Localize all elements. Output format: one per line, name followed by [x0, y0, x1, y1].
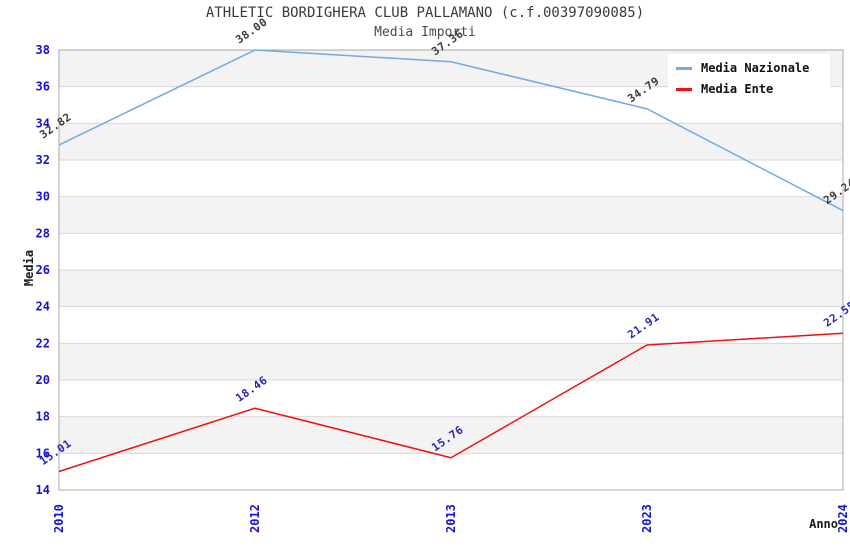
plot-band	[59, 123, 843, 160]
plot-band	[59, 233, 843, 270]
x-axis-title: Anno	[809, 517, 838, 531]
plot-band	[59, 306, 843, 344]
legend-label: Media Ente	[701, 82, 774, 96]
x-tick-label: 2023	[640, 504, 654, 533]
y-tick-label: 18	[36, 410, 50, 424]
legend-swatch-media-ente	[676, 87, 692, 91]
plot-band	[59, 196, 843, 234]
legend-label: Media Nazionale	[701, 61, 810, 75]
plot-band	[59, 380, 843, 417]
data-label-media-nazionale: 38.00	[233, 15, 270, 46]
plot-band	[59, 160, 843, 197]
y-tick-label: 14	[36, 483, 50, 497]
legend-swatch-media-nazionale	[676, 66, 692, 70]
y-tick-label: 30	[36, 190, 50, 204]
y-tick-label: 36	[36, 80, 50, 94]
y-tick-label: 26	[36, 263, 50, 277]
series-line-media-nazionale	[58, 49, 844, 212]
series-line-media-ente	[58, 332, 844, 473]
plot-band	[59, 270, 843, 307]
y-tick-label: 38	[36, 43, 50, 57]
x-tick-label: 2010	[52, 504, 66, 533]
x-tick-label: 2013	[444, 504, 458, 533]
y-tick-label: 22	[36, 336, 50, 350]
y-tick-label: 24	[36, 300, 50, 314]
y-tick-label: 34	[36, 116, 50, 130]
plot-band	[59, 343, 843, 380]
x-tick-label: 2024	[836, 504, 850, 533]
legend: Media Nazionale Media Ente	[668, 54, 830, 103]
y-tick-label: 20	[36, 373, 50, 387]
y-tick-label: 16	[36, 446, 50, 460]
legend-item-media-nazionale: Media Nazionale	[676, 61, 822, 75]
plot-band	[59, 416, 843, 454]
x-tick-label: 2012	[248, 504, 262, 533]
y-tick-label: 32	[36, 153, 50, 167]
legend-item-media-ente: Media Ente	[676, 82, 822, 96]
y-tick-label: 28	[36, 226, 50, 240]
y-axis-title: Media	[22, 250, 36, 286]
plot-border	[58, 49, 844, 491]
plot-band	[59, 453, 843, 490]
